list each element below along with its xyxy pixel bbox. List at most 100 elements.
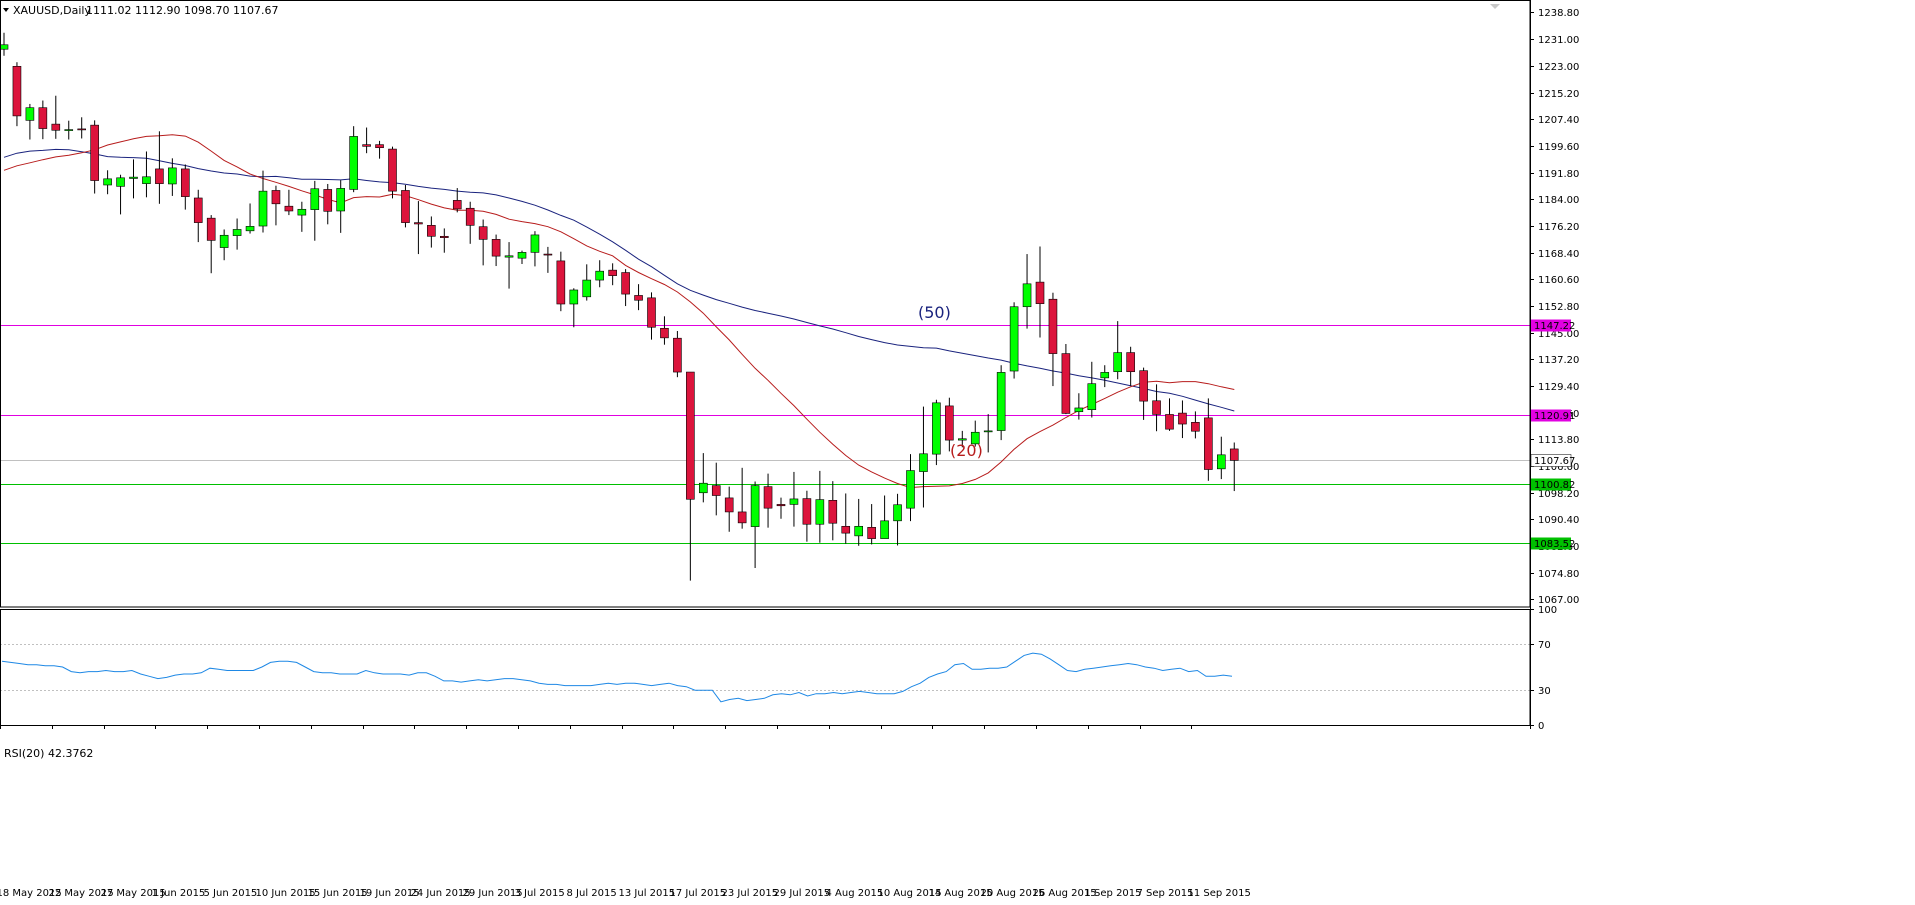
candle[interactable] <box>996 365 1006 441</box>
candle[interactable] <box>893 493 902 546</box>
candle[interactable] <box>1178 400 1187 439</box>
candle[interactable] <box>1152 384 1161 432</box>
candle[interactable] <box>750 481 760 569</box>
candle[interactable] <box>647 292 656 340</box>
candle[interactable] <box>1139 367 1148 420</box>
candle[interactable] <box>0 32 9 56</box>
candle[interactable] <box>582 264 592 301</box>
candle[interactable] <box>349 126 358 193</box>
candle[interactable] <box>556 251 566 312</box>
candle[interactable] <box>38 100 48 140</box>
candle[interactable] <box>608 263 617 286</box>
candle[interactable] <box>439 228 449 253</box>
candle[interactable] <box>77 117 86 139</box>
candle[interactable] <box>569 288 579 328</box>
candle[interactable] <box>1113 321 1122 380</box>
candle[interactable] <box>789 471 799 527</box>
candle[interactable] <box>1009 302 1019 379</box>
candle[interactable] <box>478 219 488 266</box>
candle[interactable] <box>504 242 514 289</box>
candle[interactable] <box>737 467 747 529</box>
candle[interactable] <box>12 62 22 127</box>
candle[interactable] <box>634 284 643 311</box>
candle[interactable] <box>310 180 320 241</box>
candle[interactable] <box>854 498 864 546</box>
candle[interactable] <box>711 462 721 516</box>
candle[interactable] <box>1217 436 1226 480</box>
candle[interactable] <box>1022 254 1032 329</box>
candle[interactable] <box>1048 292 1058 387</box>
candle[interactable] <box>258 170 268 233</box>
candle[interactable] <box>245 203 255 234</box>
candle[interactable] <box>815 470 825 543</box>
candle[interactable] <box>880 495 889 539</box>
candle[interactable] <box>375 140 384 159</box>
candle[interactable] <box>724 486 734 532</box>
candle[interactable] <box>103 170 112 195</box>
candle[interactable] <box>116 174 125 215</box>
candle[interactable] <box>1229 442 1239 492</box>
candle[interactable] <box>1204 398 1213 481</box>
candle[interactable] <box>25 103 35 140</box>
candle[interactable] <box>802 490 812 542</box>
candle[interactable] <box>1100 365 1110 388</box>
price-axis[interactable]: 1238.80 1231.00 1223.00 1215.20 1207.40 1199.… <box>1530 8 1579 606</box>
candle[interactable] <box>1087 361 1097 418</box>
candle[interactable] <box>129 159 138 199</box>
scroll-shift-marker-icon[interactable] <box>1490 4 1500 9</box>
rsi-pane[interactable] <box>0 644 1530 703</box>
candle[interactable] <box>673 331 682 378</box>
candle[interactable] <box>957 430 967 448</box>
candle[interactable] <box>323 183 333 225</box>
candle[interactable] <box>595 260 605 288</box>
candle[interactable] <box>427 216 436 248</box>
candle[interactable] <box>284 189 294 216</box>
candle[interactable] <box>841 493 851 544</box>
candle[interactable] <box>452 188 462 213</box>
candle[interactable] <box>621 269 630 307</box>
candle[interactable] <box>1191 411 1200 439</box>
candle[interactable] <box>543 246 553 273</box>
candle[interactable] <box>1126 346 1135 386</box>
candle[interactable] <box>193 189 203 243</box>
candle[interactable] <box>297 201 307 232</box>
candle[interactable] <box>336 180 346 233</box>
candle[interactable] <box>362 127 371 154</box>
candle[interactable] <box>401 184 410 228</box>
candle[interactable] <box>168 158 177 196</box>
candle[interactable] <box>867 504 876 545</box>
candle[interactable] <box>660 316 669 345</box>
candle[interactable] <box>414 201 423 255</box>
dropdown-icon[interactable] <box>3 8 9 12</box>
candle[interactable] <box>517 250 527 264</box>
candle[interactable] <box>776 497 786 519</box>
candle[interactable] <box>1061 344 1071 415</box>
candle[interactable] <box>906 454 915 522</box>
candle[interactable] <box>232 218 242 250</box>
candle[interactable] <box>155 131 164 204</box>
candle[interactable] <box>206 215 216 274</box>
candle[interactable] <box>271 185 281 226</box>
candle[interactable] <box>491 234 501 267</box>
candle[interactable] <box>919 406 928 508</box>
candle[interactable] <box>970 420 980 447</box>
candle[interactable] <box>1074 393 1084 420</box>
candle[interactable] <box>465 201 475 244</box>
candle[interactable] <box>181 164 190 210</box>
candle[interactable] <box>1165 398 1174 431</box>
candle[interactable] <box>64 120 74 140</box>
price-pane[interactable] <box>0 32 1530 581</box>
candle[interactable] <box>142 151 151 198</box>
candle[interactable] <box>530 231 540 267</box>
candle[interactable] <box>945 397 954 452</box>
candle[interactable] <box>686 371 695 581</box>
candle[interactable] <box>219 229 229 261</box>
candle[interactable] <box>763 473 773 528</box>
candle[interactable] <box>51 95 61 139</box>
candle[interactable] <box>828 481 838 541</box>
candle[interactable] <box>983 414 993 453</box>
candle[interactable] <box>388 146 397 199</box>
candle[interactable] <box>698 453 708 503</box>
candle[interactable] <box>90 120 99 194</box>
